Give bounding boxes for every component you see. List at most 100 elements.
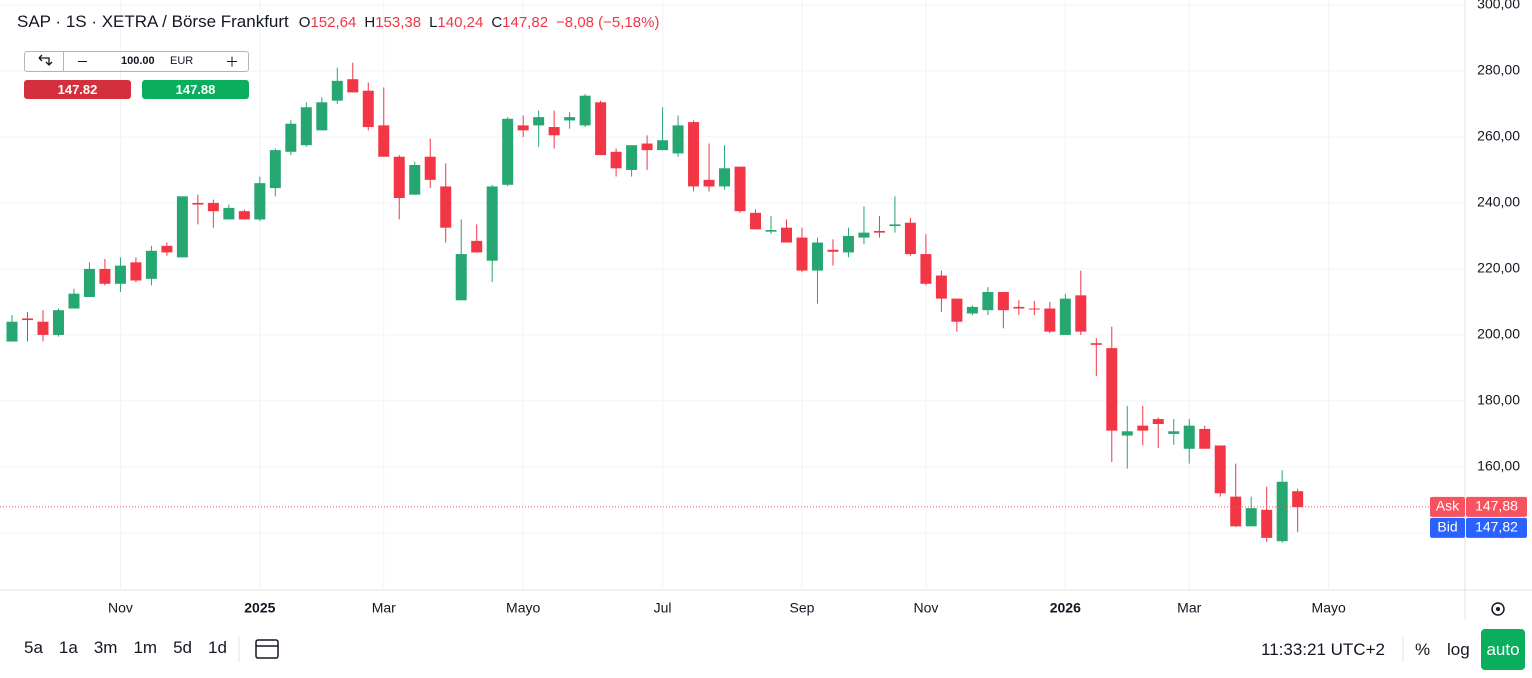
ohlc-label: C: [491, 14, 503, 31]
percent-button[interactable]: %: [1415, 640, 1431, 659]
candle-body: [1245, 508, 1257, 527]
candle-body: [734, 166, 746, 212]
y-tick-label: 200,00: [1477, 326, 1520, 342]
candle-body: [99, 268, 111, 284]
candle-body: [1090, 343, 1102, 345]
candle-body: [1121, 431, 1133, 436]
swap-icon[interactable]: [25, 52, 65, 71]
ohlc-value: 153,38: [375, 14, 422, 31]
candle-body: [595, 102, 607, 156]
candle-body: [114, 265, 126, 284]
candle-body: [873, 230, 885, 233]
candle-body: [982, 292, 994, 311]
candle-body: [610, 151, 622, 169]
x-tick-label: Jul: [654, 600, 672, 616]
range-button[interactable]: 5d: [173, 638, 193, 657]
price-tag-value: 147,82: [1475, 519, 1518, 535]
ohlc-value: 147,82: [502, 14, 549, 31]
candle-body: [130, 262, 142, 281]
candle-body: [285, 123, 297, 152]
candle-body: [502, 118, 514, 185]
x-tick-label: Sep: [790, 600, 815, 616]
candle-body: [966, 306, 978, 314]
plus-button[interactable]: [226, 52, 238, 71]
ohlc-label: L: [429, 14, 438, 31]
candle-body: [904, 222, 916, 255]
candle-body: [192, 202, 204, 205]
candle-body: [579, 95, 591, 126]
sell-button[interactable]: 147.82: [24, 80, 131, 99]
candle-body: [362, 90, 374, 128]
auto-button[interactable]: auto: [1481, 629, 1525, 670]
candle-body: [1044, 308, 1056, 332]
candle-body: [1214, 445, 1226, 494]
candle-body: [951, 298, 963, 322]
log-button[interactable]: log: [1447, 640, 1470, 659]
candle-body: [269, 150, 281, 189]
candle-body: [145, 250, 157, 279]
candle-body: [1137, 425, 1149, 431]
candle-body: [997, 292, 1009, 311]
quantity[interactable]: 100.00: [121, 55, 155, 67]
candle-body: [393, 156, 405, 198]
candle-body: [1276, 481, 1288, 542]
candle-body: [842, 235, 854, 253]
price-tag-bg: [1430, 496, 1465, 517]
x-tick-label: 2026: [1050, 600, 1081, 616]
y-tick-label: 260,00: [1477, 128, 1520, 144]
candle-body: [1199, 428, 1211, 449]
candle-body: [52, 310, 64, 335]
range-button[interactable]: 1a: [58, 638, 78, 657]
candle-body: [517, 125, 529, 131]
candle-body: [83, 268, 95, 297]
range-buttons: 5a 1a 3m 1m 5d 1d: [24, 638, 227, 658]
candle-body: [703, 179, 715, 187]
x-tick-label: 2025: [244, 600, 275, 616]
candle-body: [548, 127, 560, 136]
chart-title: SAP · 1S · XETRA / Börse Frankfurt: [17, 12, 289, 31]
ohlc-change: −8,08 (−5,18%): [556, 14, 660, 31]
candle-body: [176, 196, 188, 258]
settings-icon[interactable]: [1491, 602, 1505, 616]
candle-body: [1230, 496, 1242, 527]
candle-body: [207, 202, 219, 212]
candle-body: [300, 107, 312, 146]
price-tag-bg: [1430, 517, 1465, 538]
candle-body: [935, 275, 947, 299]
candle-body: [626, 145, 638, 170]
candle-body: [672, 125, 684, 154]
minus-button[interactable]: [77, 52, 89, 71]
candle-body: [1292, 491, 1304, 508]
candle-body: [920, 254, 932, 284]
price-tag-value-bg: [1466, 496, 1527, 517]
candle-body: [781, 227, 792, 243]
ohlc-item: L140,24: [429, 14, 483, 31]
date-range-icon[interactable]: [255, 639, 279, 659]
y-tick-label: 280,00: [1477, 62, 1520, 78]
range-button[interactable]: 1m: [133, 638, 158, 657]
ohlc-item: H153,38: [364, 14, 421, 31]
range-button[interactable]: 5a: [24, 638, 43, 657]
candle-body: [223, 207, 235, 220]
candle-body: [1075, 295, 1087, 332]
candle-body: [455, 254, 467, 301]
x-tick-label: Mar: [1177, 600, 1201, 616]
range-button[interactable]: 3m: [93, 638, 118, 657]
candle-body: [409, 164, 421, 195]
candle-body: [796, 237, 808, 271]
ohlc-legend: O152,64 H153,38 L140,24 C147,82 −8,08 (−5,18…: [299, 14, 660, 31]
candle-body: [6, 321, 18, 342]
y-tick-label: 180,00: [1477, 392, 1520, 408]
candle-body: [657, 140, 669, 151]
buy-button[interactable]: 147.88: [142, 80, 249, 99]
price-tag-value: 147,88: [1475, 498, 1518, 514]
y-tick-label: 240,00: [1477, 194, 1520, 210]
range-button[interactable]: 1d: [208, 638, 227, 657]
header: SAP · 1S · XETRA / Börse Frankfurt O152,…: [17, 12, 659, 32]
trade-widget: 100.00 EUR: [24, 51, 249, 72]
candle-body: [1152, 419, 1164, 425]
price-tag-label: Ask: [1436, 498, 1460, 514]
candle-body: [564, 117, 576, 121]
currency: EUR: [170, 55, 194, 67]
